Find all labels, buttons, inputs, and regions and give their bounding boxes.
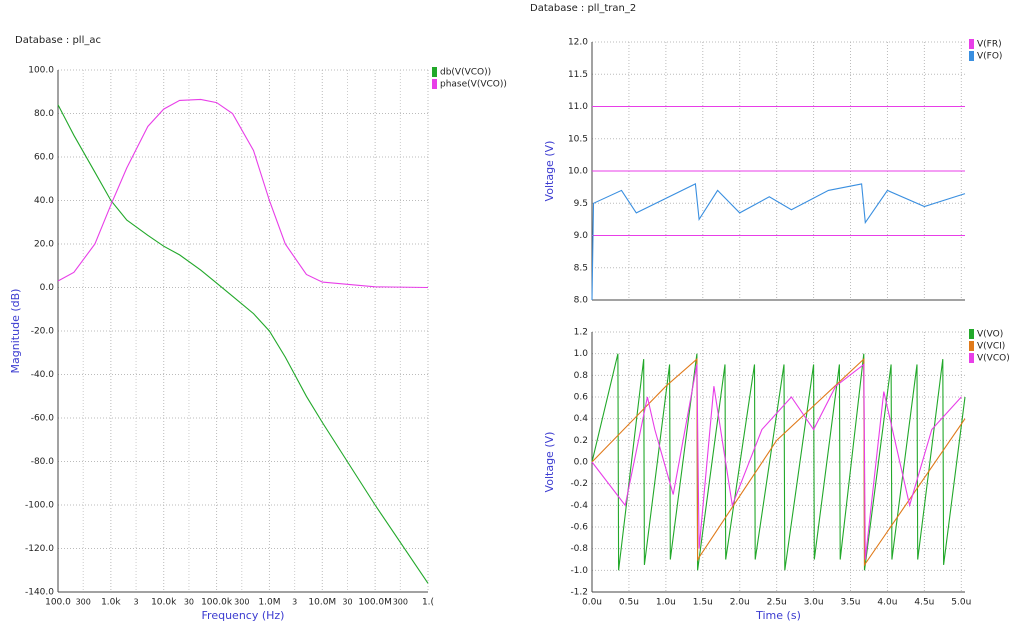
y-tick-label: 11.5	[568, 70, 588, 80]
y-tick-label: 9.5	[574, 199, 588, 209]
y-tick-label: -0.2	[570, 479, 588, 489]
y-tick-label: -0.6	[570, 523, 588, 533]
y-tick-label: 40.0	[34, 196, 54, 206]
y-tick-label: 9.0	[574, 231, 589, 241]
x-tick-label: 4.5u	[914, 598, 934, 608]
y-tick-label: -40.0	[31, 370, 55, 380]
series-line	[591, 357, 966, 567]
y-tick-label: -60.0	[31, 414, 55, 424]
database-label: Database : pll_tran_2	[530, 3, 636, 14]
y-tick-label: 0.6	[574, 393, 589, 403]
x-tick-label: 300	[234, 598, 249, 607]
series-line	[592, 105, 965, 237]
x-tick-label: 300	[393, 598, 408, 607]
x-tick-label: 4.0u	[877, 598, 897, 608]
x-tick-label: 2.5u	[767, 598, 787, 608]
y-tick-label: 0.4	[574, 414, 589, 424]
legend-swatch	[432, 79, 437, 89]
legend-label: V(FR)	[977, 40, 1002, 50]
x-tick-label: 3.5u	[840, 598, 860, 608]
x-tick-label: 3	[292, 598, 297, 607]
y-tick-label: 1.2	[574, 328, 588, 338]
x-tick-label: 10.0k	[151, 598, 177, 608]
y-tick-label: 10.0	[568, 167, 588, 177]
x-tick-label: 1.5u	[693, 598, 713, 608]
x-tick-label: 10.0M	[308, 598, 336, 608]
y-tick-label: 20.0	[34, 240, 54, 250]
legend-label: V(VCI)	[977, 342, 1005, 352]
x-tick-label: 100.0M	[358, 598, 392, 608]
legend-label: V(VCO)	[977, 354, 1010, 364]
x-tick-label: 5.0u	[951, 598, 971, 608]
legend-label: phase(V(VCO))	[440, 80, 507, 90]
x-axis-label: Frequency (Hz)	[202, 609, 285, 622]
x-tick-label: 100.0k	[201, 598, 233, 608]
legend-swatch	[969, 353, 974, 363]
x-tick-label: 3.0u	[804, 598, 824, 608]
y-tick-label: 0.8	[574, 371, 589, 381]
series-line	[591, 353, 966, 571]
x-tick-label: 1.0k	[101, 598, 121, 608]
x-tick-label: 300	[76, 598, 91, 607]
legend-label: V(FO)	[977, 52, 1002, 62]
x-tick-label: 0.5u	[619, 598, 639, 608]
x-tick-label: 100.0	[45, 598, 71, 608]
y-tick-label: -1.0	[570, 566, 588, 576]
series-line	[591, 183, 966, 301]
y-tick-label: 1.0	[574, 349, 589, 359]
y-axis-label: Voltage (V)	[543, 432, 556, 493]
y-tick-label: -1.2	[570, 588, 588, 598]
y-axis-label: Magnitude (dB)	[9, 289, 22, 374]
y-tick-label: -120.0	[25, 544, 54, 554]
x-tick-label: 30	[342, 598, 352, 607]
legend-label: db(V(VCO))	[440, 68, 491, 78]
database-label: Database : pll_ac	[15, 35, 101, 46]
legend-label: V(VO)	[977, 330, 1003, 340]
y-tick-label: -80.0	[31, 457, 55, 467]
y-tick-label: 60.0	[34, 153, 54, 163]
y-tick-label: 0.0	[40, 283, 55, 293]
y-tick-label: -20.0	[31, 327, 55, 337]
y-tick-label: 8.0	[574, 296, 589, 306]
y-tick-label: 100.0	[28, 66, 54, 76]
y-tick-label: 8.5	[574, 263, 588, 273]
y-tick-label: -0.4	[570, 501, 588, 511]
legend-swatch	[969, 329, 974, 339]
x-tick-label: 1.0M	[258, 598, 280, 608]
y-tick-label: 10.5	[568, 134, 588, 144]
y-tick-label: -0.8	[570, 544, 588, 554]
x-tick-label: 0.0u	[582, 598, 602, 608]
y-tick-label: 0.2	[574, 436, 588, 446]
x-tick-label: 2.0u	[730, 598, 750, 608]
y-tick-label: 80.0	[34, 109, 54, 119]
legend-swatch	[969, 51, 974, 61]
x-tick-label: 1.(	[422, 598, 434, 608]
series-line	[591, 363, 962, 560]
series-line	[57, 98, 429, 289]
x-tick-label: 3	[134, 598, 139, 607]
legend-swatch	[969, 39, 974, 49]
y-axis-label: Voltage (V)	[543, 141, 556, 202]
x-tick-label: 30	[184, 598, 194, 607]
legend-swatch	[432, 67, 437, 77]
y-tick-label: 11.0	[568, 102, 588, 112]
y-tick-label: -140.0	[25, 588, 54, 598]
x-tick-label: 1.0u	[656, 598, 676, 608]
y-tick-label: -100.0	[25, 501, 54, 511]
y-tick-label: 12.0	[568, 38, 588, 48]
x-axis-label: Time (s)	[755, 609, 801, 622]
legend-swatch	[969, 341, 974, 351]
y-tick-label: 0.0	[574, 458, 589, 468]
series-line	[57, 104, 429, 584]
